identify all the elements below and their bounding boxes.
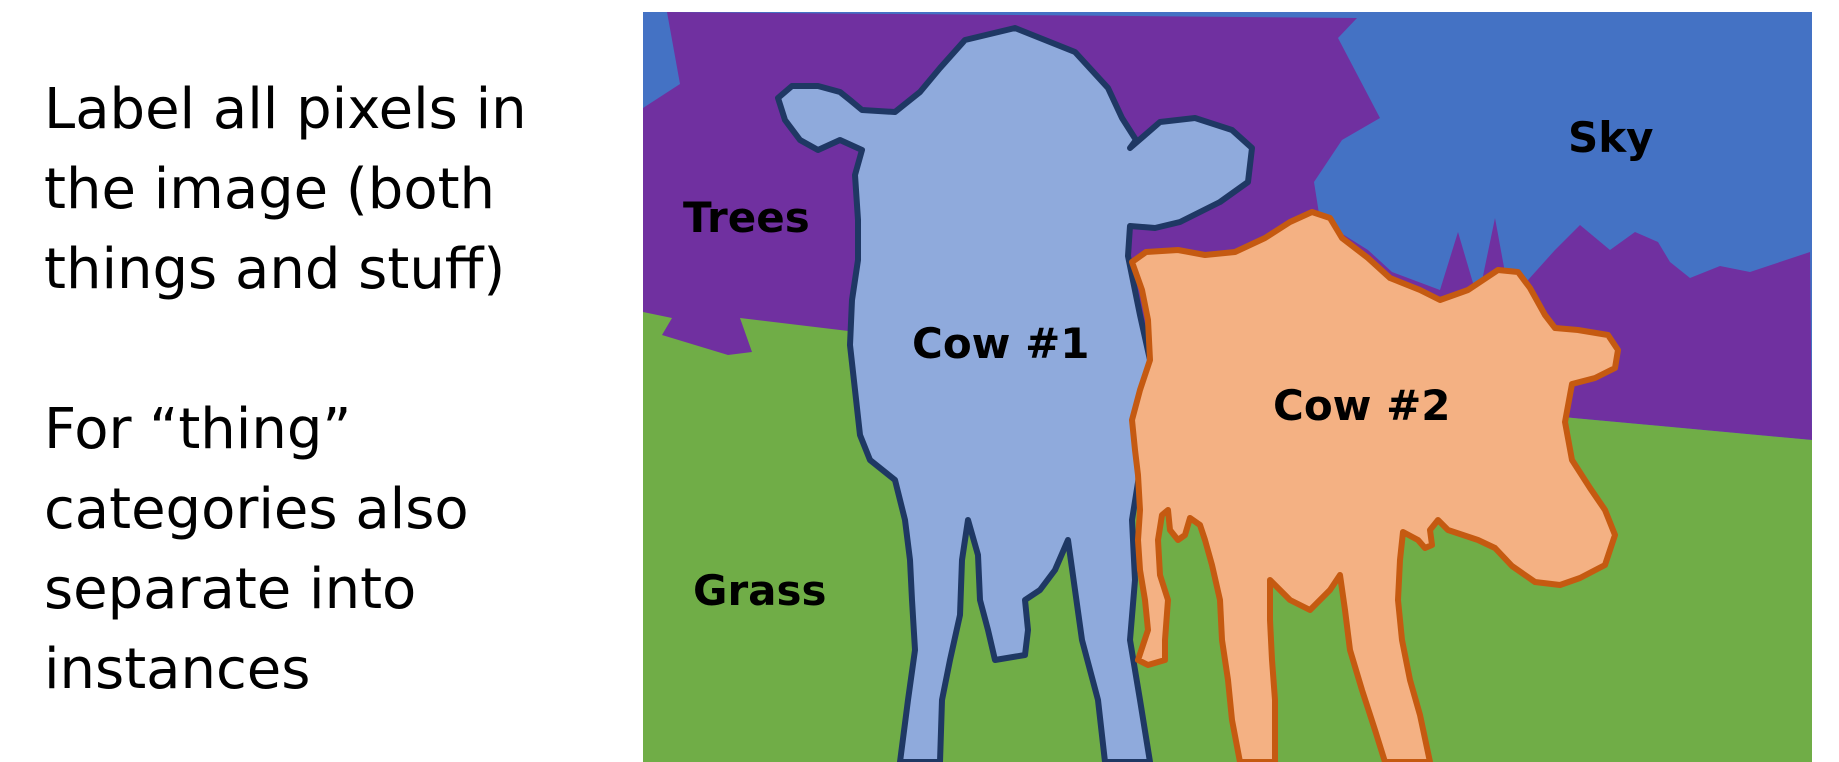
label-trees: Trees bbox=[683, 193, 810, 242]
segmentation-figure: Trees Sky Grass Cow #1 Cow #2 bbox=[643, 12, 1812, 762]
cow-1-region bbox=[775, 25, 1255, 762]
label-cow-2: Cow #2 bbox=[1273, 381, 1451, 430]
text-line: categories also bbox=[44, 477, 469, 542]
cow-2-region bbox=[1129, 209, 1621, 762]
text-line: Label all pixels in bbox=[44, 77, 527, 142]
text-line: For “thing” bbox=[44, 397, 352, 462]
text-line: instances bbox=[44, 637, 311, 702]
instruction-text: Label all pixels in the image (both thin… bbox=[44, 70, 604, 710]
label-cow-1: Cow #1 bbox=[912, 319, 1090, 368]
paragraph-thing-instances: For “thing” categories also separate int… bbox=[44, 390, 604, 710]
label-grass: Grass bbox=[693, 566, 827, 615]
paragraph-label-all-pixels: Label all pixels in the image (both thin… bbox=[44, 70, 604, 310]
text-line: separate into bbox=[44, 557, 417, 622]
text-line: things and stuff) bbox=[44, 237, 506, 302]
text-line: the image (both bbox=[44, 157, 496, 222]
label-sky: Sky bbox=[1568, 113, 1654, 162]
